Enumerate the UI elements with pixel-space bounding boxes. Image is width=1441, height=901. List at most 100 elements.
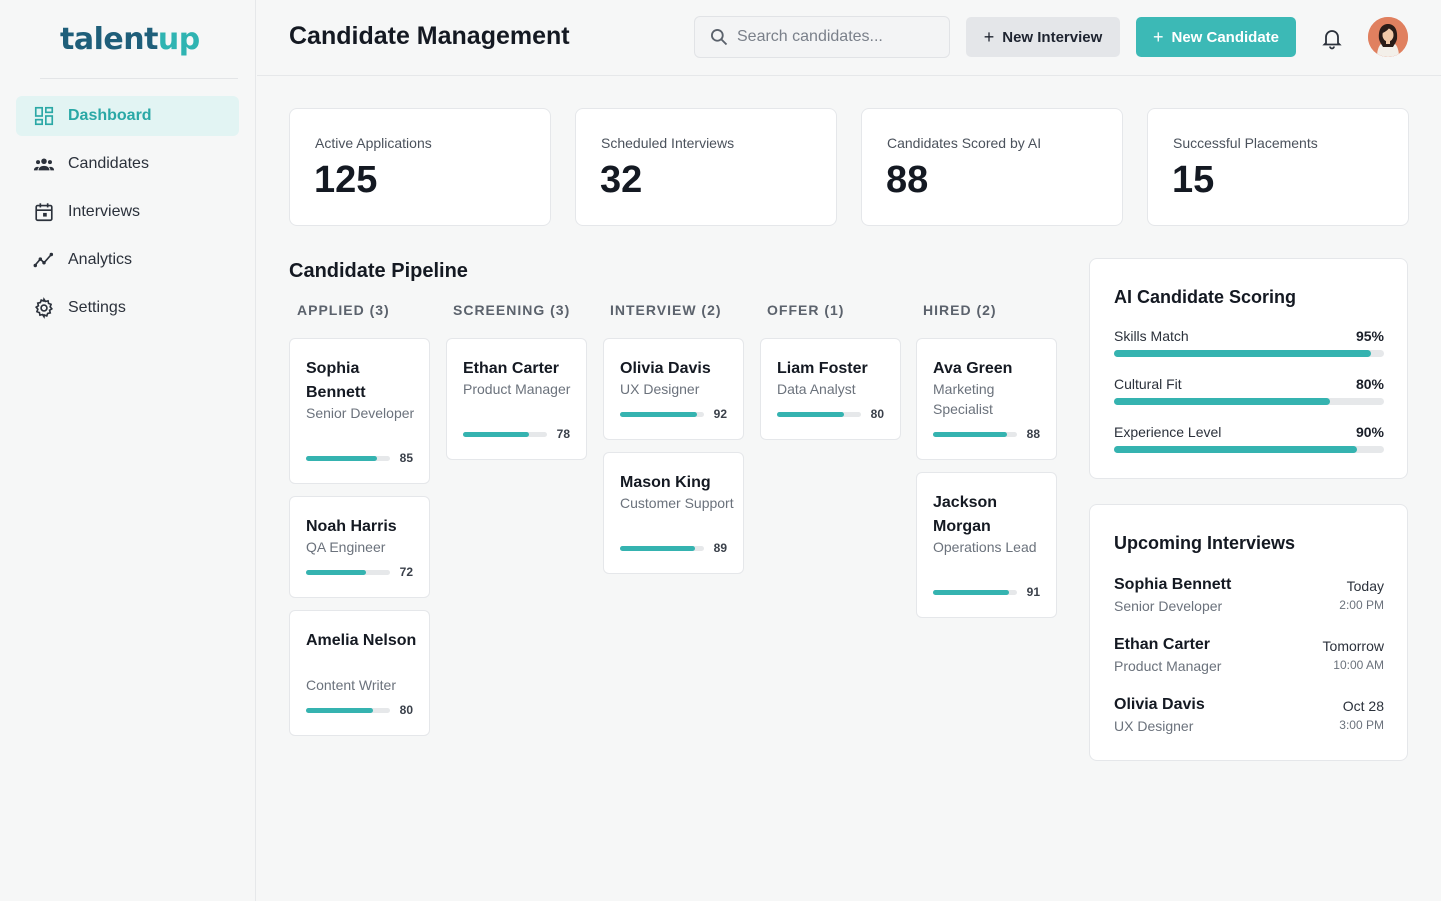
upcoming-interviews-panel: Upcoming Interviews Sophia Bennett Senio… — [1089, 504, 1408, 761]
score-bar — [306, 570, 390, 575]
stat-label: Successful Placements — [1173, 135, 1318, 151]
candidate-name: Mason King — [620, 474, 711, 491]
stat-value: 32 — [600, 159, 643, 201]
header: Candidate Management + New Interview + N… — [257, 0, 1441, 76]
candidate-score: 92 — [713, 407, 727, 421]
stat-label: Active Applications — [315, 135, 432, 151]
candidate-role: UX Designer — [620, 381, 700, 397]
score-fill — [306, 570, 367, 575]
interview-name: Olivia Davis — [1114, 696, 1205, 713]
metric-cultural-fit: Cultural Fit 80% — [1114, 376, 1384, 405]
candidate-card[interactable]: Olivia Davis UX Designer 92 — [603, 338, 744, 440]
score-bar — [620, 412, 704, 417]
ai-scoring-panel: AI Candidate Scoring Skills Match 95% Cul… — [1089, 258, 1408, 479]
metric-label: Experience Level — [1114, 424, 1222, 440]
candidate-card[interactable]: Mason King Customer Support 89 — [603, 452, 744, 574]
page-title: Candidate Management — [289, 22, 570, 50]
metric-value: 95% — [1355, 328, 1384, 344]
sidebar-item-label: Candidates — [68, 155, 149, 172]
bell-icon[interactable] — [1320, 26, 1344, 50]
calendar-icon — [32, 200, 56, 224]
candidate-name: Amelia Nelson — [306, 632, 417, 649]
score-fill — [777, 412, 845, 417]
interview-item[interactable]: Ethan Carter Product Manager Tomorrow 10… — [1114, 636, 1384, 680]
candidate-card[interactable]: Noah Harris QA Engineer 72 — [289, 496, 430, 598]
candidate-card[interactable]: Amelia Nelson Content Writer 80 — [289, 610, 430, 736]
stat-card-active-applications: Active Applications 125 — [289, 108, 551, 226]
plus-icon: + — [1152, 26, 1164, 47]
search-input[interactable] — [737, 28, 937, 46]
interview-name: Sophia Bennett — [1114, 576, 1232, 593]
sidebar-item-label: Settings — [68, 299, 126, 316]
candidate-role: Data Analyst — [777, 381, 856, 397]
candidate-card[interactable]: Liam Foster Data Analyst 80 — [760, 338, 901, 440]
score-fill — [933, 590, 1010, 595]
users-icon — [32, 152, 56, 176]
score-bar — [620, 546, 704, 551]
candidate-role: Operations Lead — [933, 539, 1037, 555]
sidebar-item-label: Interviews — [68, 203, 141, 220]
stat-card-scheduled-interviews: Scheduled Interviews 32 — [575, 108, 837, 226]
interview-role: Product Manager — [1114, 658, 1222, 674]
interview-role: UX Designer — [1114, 718, 1194, 734]
score-fill — [620, 412, 698, 417]
candidate-name: Ethan Carter — [463, 360, 560, 377]
candidate-card[interactable]: Sophia Bennett Senior Developer 85 — [289, 338, 430, 484]
candidate-score: 85 — [399, 451, 413, 465]
stat-card-ai-scored: Candidates Scored by AI 88 — [861, 108, 1123, 226]
sidebar-item-candidates[interactable]: Candidates — [16, 144, 239, 184]
metric-fill — [1114, 398, 1330, 405]
candidate-card[interactable]: Ava Green Marketing Specialist 88 — [916, 338, 1057, 460]
candidate-role: Content Writer — [306, 677, 396, 693]
sidebar-item-dashboard[interactable]: Dashboard — [16, 96, 239, 136]
score-fill — [933, 432, 1007, 437]
ai-scoring-title: AI Candidate Scoring — [1114, 287, 1297, 307]
interview-name: Ethan Carter — [1114, 636, 1211, 653]
search-box[interactable] — [694, 16, 950, 58]
sidebar-item-settings[interactable]: Settings — [16, 288, 239, 328]
candidate-role: Marketing Specialist — [933, 381, 995, 417]
stat-label: Scheduled Interviews — [601, 135, 735, 151]
metric-value: 90% — [1355, 424, 1384, 440]
stat-value: 88 — [886, 159, 929, 201]
sidebar-item-interviews[interactable]: Interviews — [16, 192, 239, 232]
logo-text-main: talent — [60, 22, 158, 57]
candidate-role: Customer Support — [620, 495, 734, 511]
candidate-name: Ava Green — [933, 360, 1013, 377]
score-bar — [306, 456, 390, 461]
interview-item[interactable]: Sophia Bennett Senior Developer Today 2:… — [1114, 576, 1384, 620]
candidate-score: 78 — [556, 427, 570, 441]
score-bar — [463, 432, 547, 437]
plus-icon: + — [983, 26, 995, 47]
candidate-score: 80 — [399, 703, 413, 717]
sidebar-item-analytics[interactable]: Analytics — [16, 240, 239, 280]
candidate-name: Noah Harris — [306, 518, 397, 535]
interview-time: 3:00 PM — [1339, 718, 1384, 732]
interview-date: Today — [1346, 578, 1384, 594]
stat-label: Candidates Scored by AI — [887, 135, 1042, 151]
metric-bar — [1114, 398, 1384, 405]
interview-time: 10:00 AM — [1333, 658, 1384, 672]
candidate-score: 72 — [399, 565, 413, 579]
score-fill — [463, 432, 529, 437]
stat-value: 125 — [314, 159, 378, 201]
metric-label: Skills Match — [1114, 328, 1189, 344]
candidate-name: Sophia Bennett — [306, 360, 366, 401]
candidate-card[interactable]: Jackson Morgan Operations Lead 91 — [916, 472, 1057, 618]
metric-skills-match: Skills Match 95% — [1114, 328, 1384, 357]
new-interview-label: New Interview — [1002, 28, 1103, 46]
score-bar — [306, 708, 390, 713]
new-candidate-button[interactable]: + New Candidate — [1136, 17, 1296, 57]
candidate-name: Jackson Morgan — [933, 494, 998, 535]
stat-value: 15 — [1172, 159, 1215, 201]
metric-label: Cultural Fit — [1114, 376, 1182, 392]
candidate-card[interactable]: Ethan Carter Product Manager 78 — [446, 338, 587, 460]
sidebar: talentup Dashboard Candidates Interviews — [0, 0, 256, 901]
new-interview-button[interactable]: + New Interview — [966, 17, 1120, 57]
candidate-role: Senior Developer — [306, 405, 415, 421]
logo[interactable]: talentup — [60, 22, 200, 57]
column-header-applied: APPLIED (3) — [297, 302, 390, 318]
avatar[interactable] — [1368, 17, 1408, 57]
interview-date: Oct 28 — [1342, 698, 1384, 714]
interview-item[interactable]: Olivia Davis UX Designer Oct 28 3:00 PM — [1114, 696, 1384, 740]
